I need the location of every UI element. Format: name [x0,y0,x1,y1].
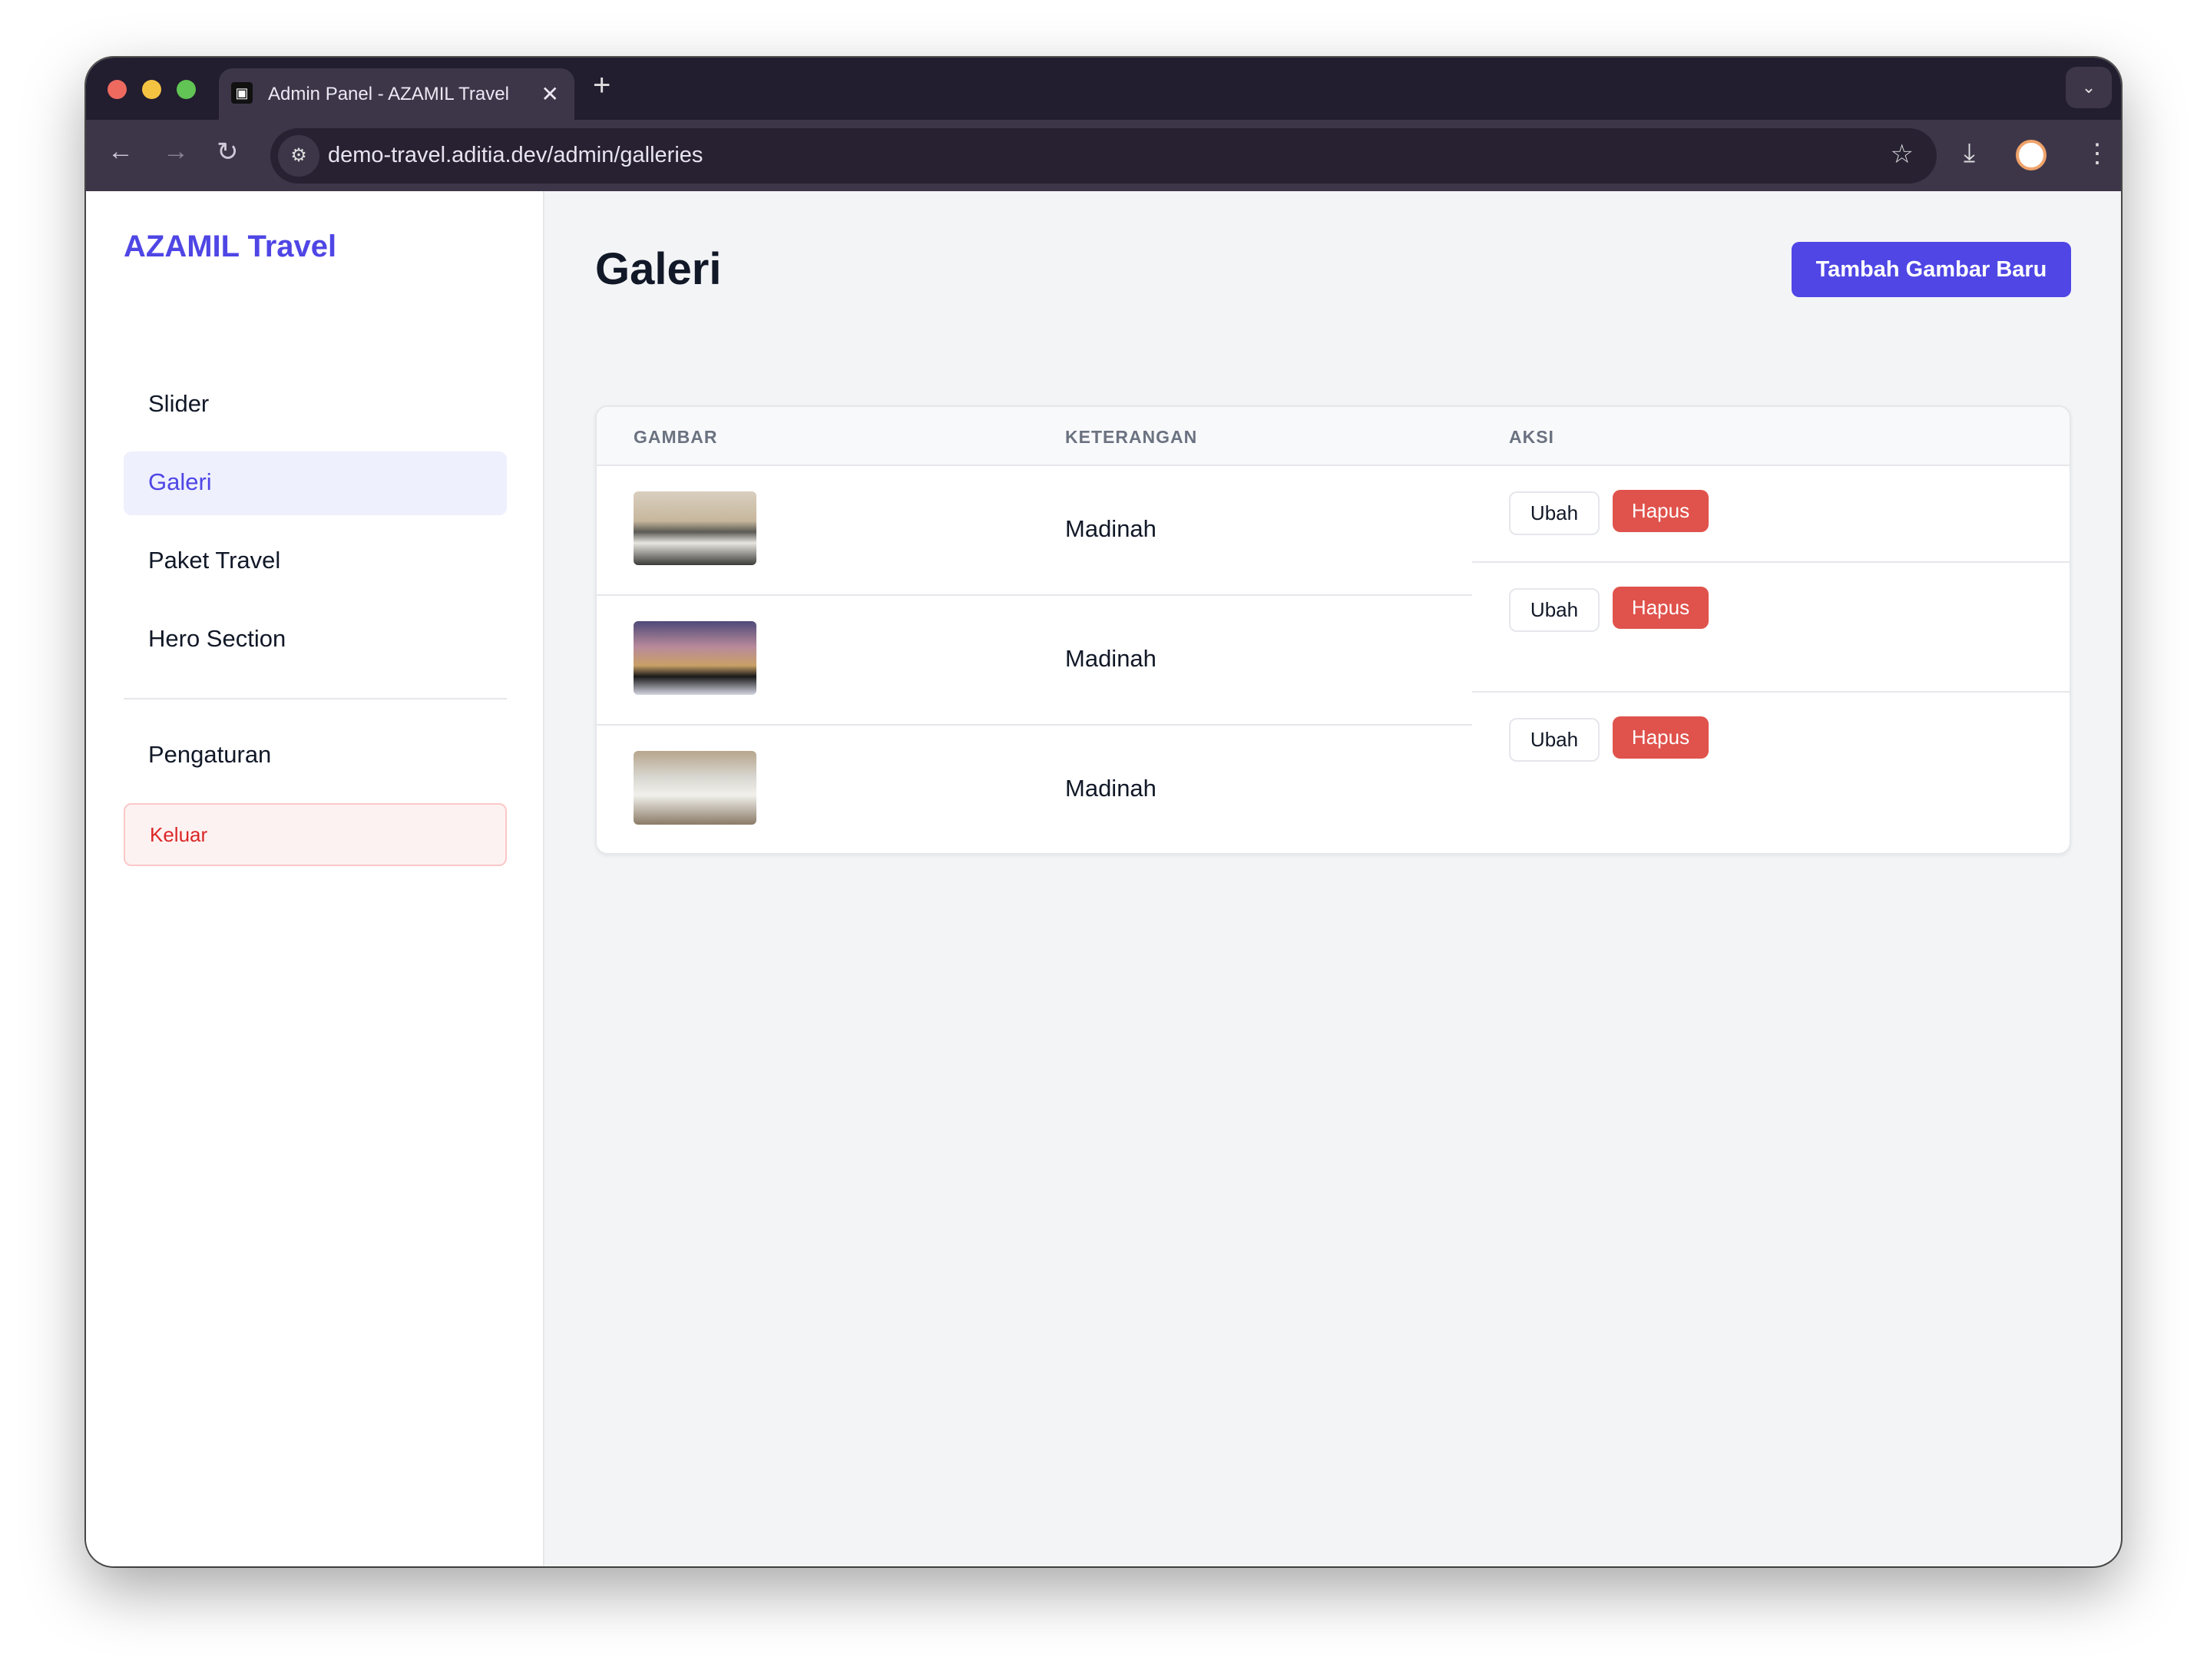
sidebar: AZAMIL Travel Slider Galeri Paket Travel… [86,191,544,1566]
row-description: Madinah [1065,515,1156,542]
profile-avatar[interactable] [2016,140,2047,170]
reload-icon[interactable]: ↻ [217,137,239,167]
favicon-icon: ▣ [231,82,253,104]
back-icon[interactable]: ← [108,137,134,166]
site-settings-icon[interactable]: ⚙ [278,135,319,177]
bookmark-star-icon[interactable]: ☆ [1890,140,1914,169]
sidebar-item-paket-travel[interactable]: Paket Travel [148,547,281,574]
gallery-thumbnail[interactable] [634,621,756,695]
table-row: Madinah [597,596,1472,726]
browser-toolbar: ← → ↻ ⚙ demo-travel.aditia.dev/admin/gal… [86,120,2121,191]
delete-button[interactable]: Hapus [1613,490,1709,532]
gallery-thumbnail[interactable] [634,491,756,565]
sidebar-divider [124,698,507,699]
column-header-keterangan: KETERANGAN [1065,427,1198,447]
logout-button[interactable]: Keluar [124,803,507,866]
sidebar-item-pengaturan[interactable]: Pengaturan [148,741,272,768]
edit-button[interactable]: Ubah [1509,718,1600,762]
new-tab-icon[interactable]: + [593,68,611,102]
forward-icon[interactable]: → [163,137,189,166]
delete-button[interactable]: Hapus [1613,716,1709,759]
browser-window: ▣ Admin Panel - AZAMIL Travel ✕ + ⌄ ← → … [86,58,2121,1566]
gallery-table: GAMBAR KETERANGAN AKSI Madinah Madinah M… [595,405,2071,855]
actions-cell: Ubah Hapus [1472,693,2070,853]
sidebar-item-slider[interactable]: Slider [148,390,210,417]
sidebar-item-hero-section[interactable]: Hero Section [148,625,286,652]
row-description: Madinah [1065,645,1156,672]
browser-tab[interactable]: ▣ Admin Panel - AZAMIL Travel ✕ [219,68,574,120]
row-description: Madinah [1065,775,1156,802]
maximize-window-button[interactable] [177,80,196,99]
main-content: Galeri Tambah Gambar Baru GAMBAR KETERAN… [544,191,2121,1566]
more-menu-icon[interactable]: ⋮ [2084,139,2110,168]
actions-cell: Ubah Hapus [1472,563,2070,693]
column-header-aksi: AKSI [1509,427,1554,447]
add-image-button[interactable]: Tambah Gambar Baru [1792,242,2071,297]
close-window-button[interactable] [108,80,127,99]
address-bar[interactable]: ⚙ demo-travel.aditia.dev/admin/galleries… [270,128,1937,184]
edit-button[interactable]: Ubah [1509,491,1600,535]
tab-strip: ▣ Admin Panel - AZAMIL Travel ✕ + ⌄ [86,58,2121,120]
delete-button[interactable]: Hapus [1613,587,1709,629]
download-icon[interactable]: ⤓ [1964,138,1976,167]
minimize-window-button[interactable] [142,80,161,99]
brand-logo[interactable]: AZAMIL Travel [124,230,337,263]
actions-cell: Ubah Hapus [1472,466,2070,563]
column-header-gambar: GAMBAR [634,427,718,447]
close-tab-icon[interactable]: ✕ [541,82,559,106]
edit-button[interactable]: Ubah [1509,588,1600,632]
table-row: Madinah [597,466,1472,596]
table-header: GAMBAR KETERANGAN AKSI [597,407,2070,466]
page-title: Galeri [595,244,722,294]
gallery-thumbnail[interactable] [634,751,756,825]
tab-title: Admin Panel - AZAMIL Travel [268,84,509,104]
sidebar-item-galeri[interactable]: Galeri [124,451,507,515]
tab-search-chevron-icon[interactable]: ⌄ [2066,67,2112,108]
table-row: Madinah [597,726,1472,853]
url-text[interactable]: demo-travel.aditia.dev/admin/galleries [328,143,703,167]
